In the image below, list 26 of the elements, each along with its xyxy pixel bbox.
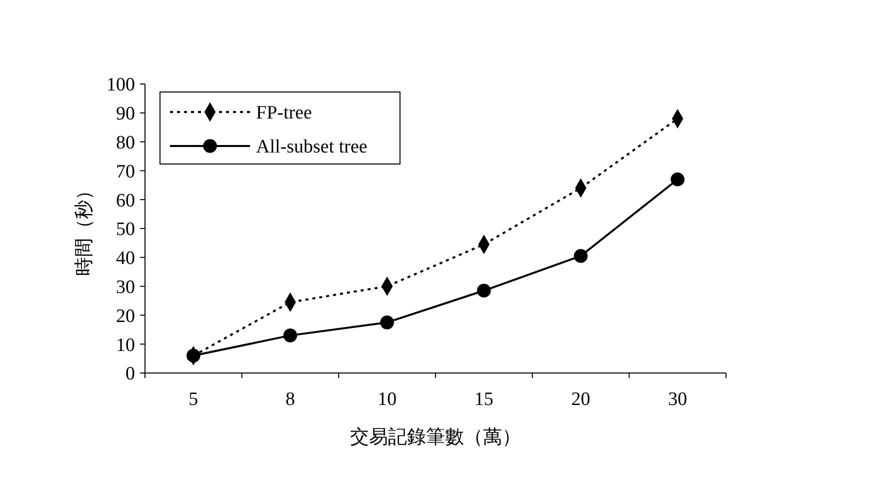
x-tick-label: 30: [668, 389, 688, 410]
y-tick-label: 80: [116, 132, 135, 154]
point: [477, 284, 491, 298]
y-tick-label: 70: [116, 161, 135, 182]
legend-label: FP-tree: [256, 102, 312, 124]
point: [380, 316, 394, 330]
x-axis-title: 交易記錄筆數（萬）: [350, 426, 521, 448]
y-tick-label: 40: [116, 248, 135, 270]
y-tick-label: 90: [116, 104, 135, 125]
point: [670, 172, 684, 186]
y-tick-label: 0: [126, 364, 135, 385]
y-tick-label: 20: [116, 306, 135, 327]
x-tick-label: 20: [571, 389, 590, 410]
legend-label: All-subset tree: [256, 136, 368, 158]
y-tick-label: 50: [116, 219, 135, 240]
x-tick-label: 5: [188, 389, 198, 410]
x-tick-label: 8: [286, 389, 295, 410]
y-tick-label: 100: [106, 74, 135, 96]
point: [574, 249, 588, 263]
y-tick-label: 10: [116, 334, 135, 356]
y-tick-label: 60: [116, 190, 135, 212]
x-tick-label: 15: [474, 389, 494, 410]
y-axis-title: 時間（秒）: [73, 181, 95, 276]
point: [283, 328, 298, 342]
x-tick-label: 10: [378, 389, 397, 410]
y-tick-label: 30: [116, 276, 135, 298]
